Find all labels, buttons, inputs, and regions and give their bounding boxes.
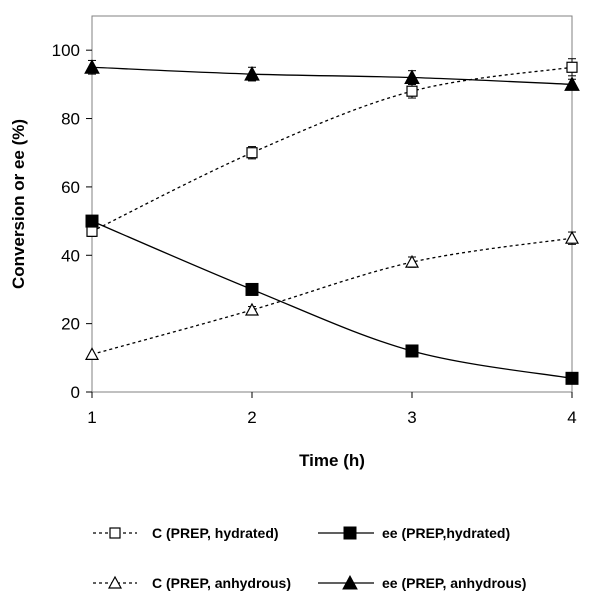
series-line [91,237,573,356]
data-point [244,66,260,81]
legend-swatch-marker [342,574,358,590]
x-tick-label: 4 [567,408,576,427]
series-2 [85,214,579,385]
y-tick-label: 100 [52,41,80,60]
plot-area [91,15,573,393]
y-tick-label: 0 [71,383,80,402]
y-axis-title: Conversion or ee (%) [9,119,28,289]
legend-label: C (PREP, hydrated) [152,525,279,541]
data-point [406,85,418,97]
data-point [565,371,579,385]
data-point [564,230,580,244]
series-4 [84,59,580,91]
x-axis-title: Time (h) [299,451,365,470]
legend: C (PREP, hydrated) ee (PREP,hydrated) C (P… [93,525,526,591]
series-line [91,66,573,86]
legend-label: ee (PREP,hydrated) [382,525,510,541]
series-3 [84,230,580,360]
y-tick-label: 40 [61,246,80,265]
legend-swatch-marker [107,575,123,589]
legend-item: ee (PREP, anhydrous) [318,574,526,591]
legend-item: C (PREP, anhydrous) [93,575,291,591]
x-tick-label: 2 [247,408,256,427]
y-tick-label: 20 [61,315,80,334]
legend-item: ee (PREP,hydrated) [318,525,510,541]
y-axis: 0 20 40 60 80 100 [52,41,92,402]
data-point [405,344,419,358]
data-point [564,76,580,91]
data-point [84,59,100,74]
y-tick-label: 60 [61,178,80,197]
legend-label: C (PREP, anhydrous) [152,575,291,591]
y-tick-label: 80 [61,110,80,129]
data-point [566,61,578,73]
legend-label: ee (PREP, anhydrous) [382,575,526,591]
data-point [404,69,420,85]
legend-swatch-marker [343,526,357,540]
x-tick-label: 1 [87,408,96,427]
data-point [246,147,258,159]
data-point [86,225,98,237]
x-axis: 1 2 3 4 [87,392,577,427]
series-1 [86,58,578,237]
data-point [245,282,259,296]
data-point [84,347,100,360]
series-layer [84,58,580,385]
x-tick-label: 3 [407,408,416,427]
legend-item: C (PREP, hydrated) [93,525,279,541]
series-line [91,66,573,232]
series-line [91,220,573,379]
data-point [244,302,260,316]
legend-swatch-marker [109,527,121,539]
data-point [85,214,99,228]
data-point [404,254,420,268]
